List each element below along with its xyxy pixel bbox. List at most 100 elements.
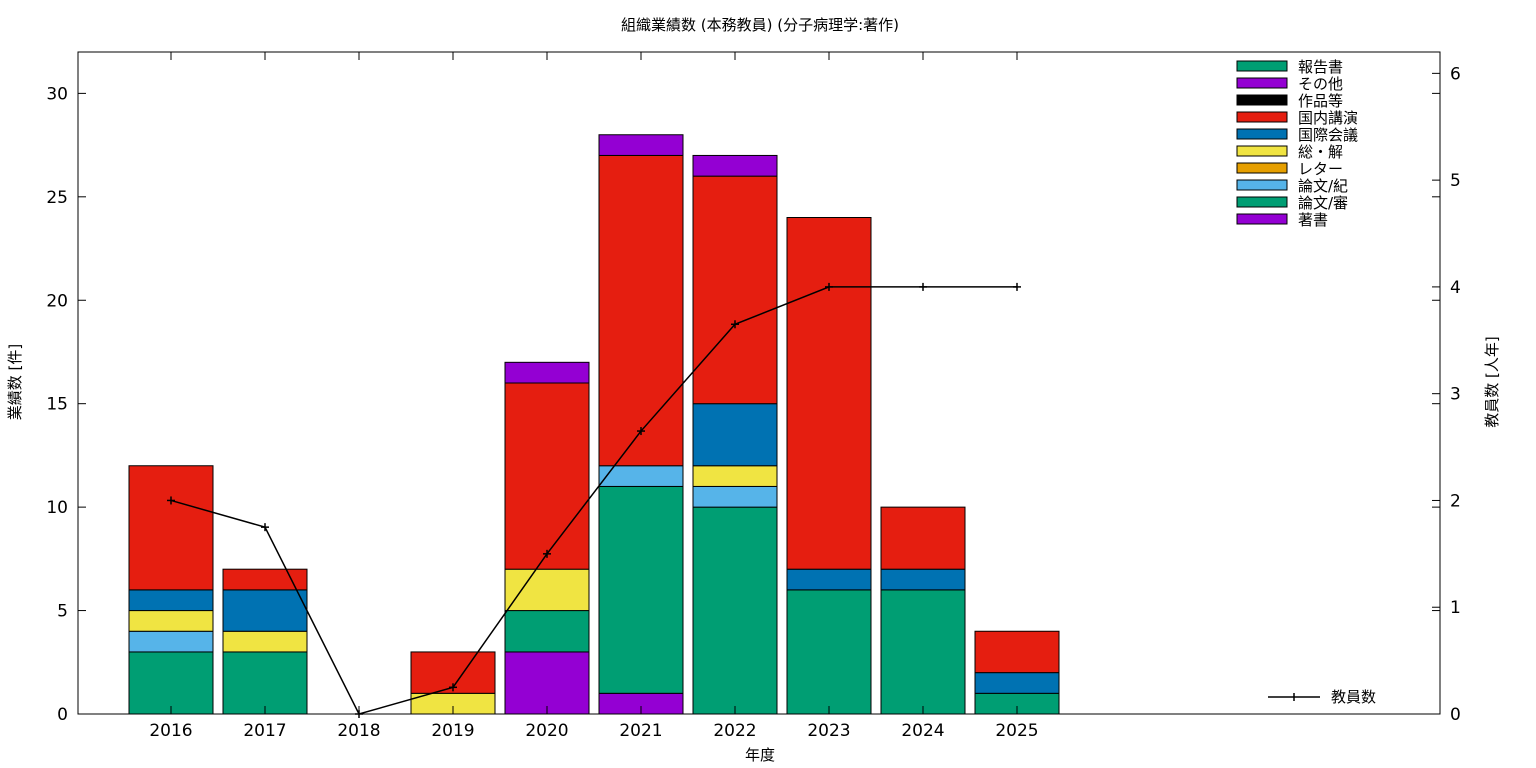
legend-item: 作品等 [1236,92,1343,110]
y2-tick-label: 4 [1450,278,1461,298]
legend-item: 国際会議 [1236,126,1358,144]
bar-2016-series-4 [128,610,214,632]
y-tick-label: 0 [57,705,68,725]
legend-label: 作品等 [1298,92,1343,110]
x-tick-label-2016: 2016 [149,721,192,741]
bar-2022-series-4 [692,465,778,487]
y-tick-label: 5 [57,602,68,622]
line-point-2022 [731,320,739,329]
bar-2023-series-5 [786,568,872,591]
x-axis: 2016 2017 2018 2019 2020 2021 2022 2023 2024 2025 [149,52,1039,741]
bar-2025-series-6 [974,630,1060,674]
y2-tick-label: 3 [1450,385,1461,405]
y-tick-label: 20 [46,291,68,311]
y-tick-label: 30 [46,84,68,104]
bar-2022-series-5 [692,403,778,467]
bar-2024-series-5 [880,568,966,591]
bar-2022-series-6 [692,175,778,405]
y-tick-label: 15 [46,395,68,415]
legend-item: その他 [1236,75,1343,93]
legend-swatch [1236,77,1288,89]
bar-2024-series-6 [880,506,966,570]
line-point-2024 [919,282,927,291]
legend-label: 国内講演 [1298,109,1358,127]
line-point-2017 [261,523,269,532]
legend-swatch [1236,179,1288,191]
y2-tick-label: 5 [1450,171,1461,191]
legend-swatch [1236,196,1288,208]
bar-2017-series-5 [222,589,308,632]
bar-2022-series-1 [692,506,778,715]
bar-2024-series-1 [880,589,966,715]
bar-2025-series-5 [974,672,1060,694]
line-point-2025 [1013,282,1021,291]
x-tick-label-2021: 2021 [619,721,662,741]
legend-label: レター [1298,160,1343,178]
x-tick-label-2018: 2018 [337,721,380,741]
bar-2020-series-8 [504,361,590,384]
bar-2016-series-2 [128,630,214,653]
bar-2020-series-4 [504,568,590,612]
y2-tick-label: 2 [1450,491,1461,511]
bar-2023-series-6 [786,217,872,570]
bar-2016-series-6 [128,465,214,591]
x-tick-label-2020: 2020 [525,721,568,741]
legend-label: 報告書 [1298,58,1343,76]
x-tick-label-2023: 2023 [807,721,850,741]
x-tick-label-2017: 2017 [243,721,286,741]
y2-tick-label: 6 [1450,64,1461,84]
legend-label: 論文/審 [1298,194,1348,212]
bar-2017-series-6 [222,568,308,591]
y2-axis-label: 教員数 [人年] [1483,336,1501,427]
x-axis-label: 年度 [745,746,775,764]
legend-label: 総・解 [1298,143,1343,161]
line-point-2016 [167,496,175,505]
line-point-2019 [449,683,457,692]
x-tick-label-2019: 2019 [431,721,474,741]
legend-swatch [1236,162,1288,174]
legend-swatch [1236,145,1288,157]
legend-item: 総・解 [1236,143,1343,161]
legend-item: 国内講演 [1236,109,1358,127]
x-tick-label-2024: 2024 [901,721,944,741]
line-point-2021 [637,427,645,436]
bar-2017-series-4 [222,630,308,653]
legend-swatch [1236,128,1288,140]
bar-2016-series-1 [128,651,214,715]
line-point-2020 [543,549,551,558]
bar-2022-series-2 [692,485,778,508]
line-point-2023 [825,282,833,291]
line-series-path [170,286,1017,715]
bars [128,134,1060,715]
y2-tick-label: 0 [1450,705,1461,725]
bar-2020-series-0 [504,651,590,715]
legend-swatch [1236,111,1288,123]
bar-2022-series-8 [692,154,778,177]
legend-label: 国際会議 [1298,126,1358,144]
bar-2021-series-8 [598,134,684,156]
bar-2021-series-6 [598,154,684,467]
bar-2020-series-1 [504,610,590,653]
legend-item: 著書 [1236,211,1328,229]
legend-label: 論文/紀 [1298,177,1348,195]
y2-axis: 0 1 2 3 4 5 6 [1432,64,1461,725]
bar-2023-series-1 [786,589,872,715]
legend-label-line: 教員数 [1331,688,1376,706]
legend-item: 論文/紀 [1236,177,1348,195]
legend-item: レター [1236,160,1343,178]
plot-frame [77,51,1441,715]
y2-tick-label: 1 [1450,598,1461,618]
bar-2021-series-1 [598,485,684,694]
x-tick-label-2022: 2022 [713,721,756,741]
legend-swatch [1236,94,1288,106]
y-tick-label: 25 [46,188,68,208]
bar-2017-series-1 [222,651,308,715]
legend-swatch [1236,213,1288,225]
legend-item: 報告書 [1236,58,1343,76]
y-axis: 0 5 10 15 20 25 30 [46,84,1440,725]
legend-item: 論文/審 [1236,194,1348,212]
bar-2016-series-5 [128,589,214,612]
legend-swatch [1236,60,1288,72]
